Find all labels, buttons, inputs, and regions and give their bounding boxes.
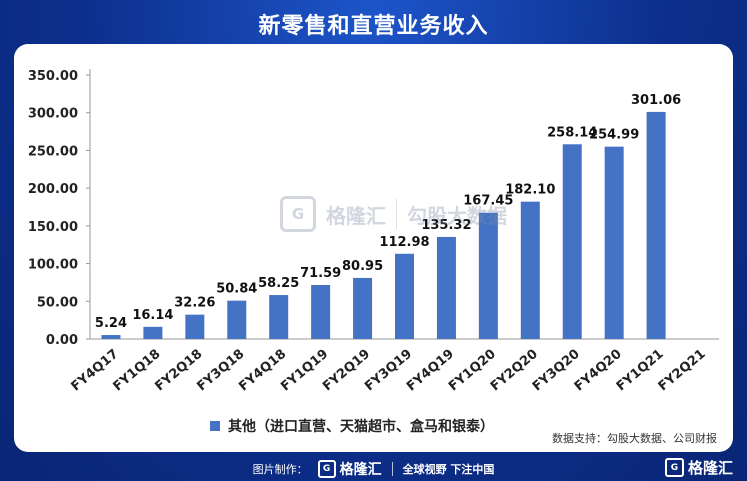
legend-label: 其他（进口直营、天猫超市、盒马和银泰） [228, 419, 494, 435]
corner-logo-icon: G [664, 458, 684, 477]
data-label: 167.45 [463, 194, 513, 209]
footer: 图片制作： G 格隆汇 全球视野 下注中国 [0, 456, 747, 481]
chart-legend: 其他（进口直营、天猫超市、盒马和银泰） [210, 416, 494, 436]
y-tick-label: 0.00 [46, 333, 78, 348]
data-label: 50.84 [216, 282, 257, 297]
legend-swatch [210, 421, 220, 431]
bar [311, 285, 331, 339]
watermark-brand: 格隆汇 [326, 203, 386, 228]
bar [478, 212, 498, 339]
watermark-logo-icon: G [280, 196, 316, 232]
data-label: 71.59 [300, 266, 341, 281]
y-tick-label: 100.00 [28, 258, 78, 273]
footer-brand: G 格隆汇 [317, 459, 382, 479]
data-label: 301.06 [631, 93, 681, 108]
data-label: 80.95 [342, 259, 383, 274]
data-source: 数据支持：勾股大数据、公司财报 [552, 432, 717, 445]
page-title: 新零售和直营业务收入 [258, 14, 489, 39]
data-label: 5.24 [95, 316, 127, 331]
data-label: 112.98 [379, 235, 429, 250]
data-label: 254.99 [589, 128, 639, 143]
bar [520, 201, 540, 339]
data-label: 32.26 [174, 296, 215, 311]
data-label: 58.25 [258, 276, 299, 291]
bar [353, 277, 373, 339]
footer-divider [391, 461, 393, 476]
bar [143, 326, 163, 339]
footer-slogan: 全球视野 下注中国 [402, 462, 495, 476]
bar [646, 111, 666, 340]
bar [185, 314, 205, 339]
y-tick-label: 150.00 [28, 220, 78, 235]
corner-brand: G 格隆汇 [664, 457, 733, 478]
watermark-brand-2: 勾股大数据 [407, 203, 507, 228]
corner-brand-name: 格隆汇 [687, 459, 733, 477]
y-tick-label: 50.00 [37, 295, 78, 310]
y-tick-label: 200.00 [28, 182, 78, 197]
x-tick-label: FY2Q21 [656, 347, 709, 395]
bar [227, 300, 247, 339]
y-tick-label: 250.00 [28, 144, 78, 159]
bar [562, 144, 582, 339]
watermark: G 格隆汇 勾股大数据 [280, 196, 507, 232]
bar-chart: 0.00 50.00 100.00 150.00 200.00 250.00 300.00 3… [28, 69, 719, 395]
footer-brand-name: 格隆汇 [339, 461, 382, 478]
data-label: 16.14 [132, 308, 173, 323]
bar [395, 253, 414, 339]
watermark-divider [396, 199, 397, 229]
data-label: 135.32 [421, 218, 471, 233]
bar [604, 146, 624, 339]
y-tick-label: 300.00 [28, 107, 78, 122]
bar [436, 236, 456, 339]
data-label: 182.10 [505, 183, 555, 198]
y-tick-label: 350.00 [28, 69, 78, 84]
chart-panel: 0.00 50.00 100.00 150.00 200.00 250.00 300.00 3… [14, 44, 733, 452]
data-label: 258.14 [547, 125, 597, 140]
bar [269, 295, 289, 339]
footer-logo-icon: G [317, 459, 336, 478]
bar [101, 335, 121, 339]
footer-made-by: 图片制作： [252, 462, 308, 476]
